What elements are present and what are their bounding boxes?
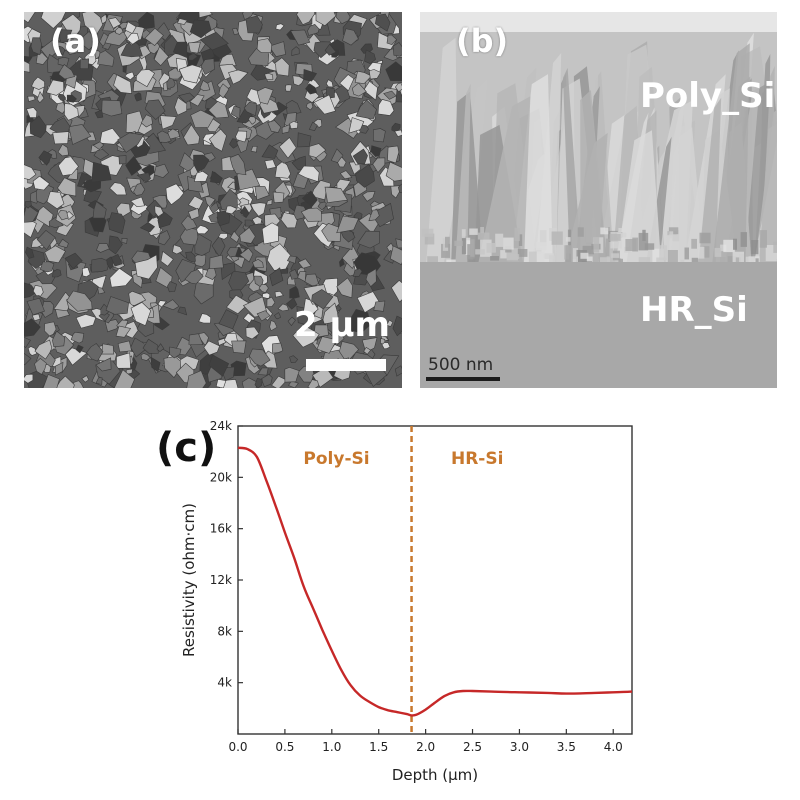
x-tick-label: 0.5: [275, 740, 294, 754]
resistivity-chart: 0.0 0.5 1.0 1.5 2.0 2.5 3.0 3.5 4.0 4k 8k 12k 16k 20k…: [0, 400, 800, 800]
tem-cross-section-image: (b) Poly_Si HR_Si 500 nm: [420, 12, 777, 388]
x-tick-label: 2.0: [416, 740, 435, 754]
x-tick-label: 0.0: [228, 740, 247, 754]
y-tick-label: 24k: [210, 419, 232, 433]
x-tick-label: 1.0: [322, 740, 341, 754]
scale-bar-a: [306, 359, 386, 371]
y-tick-label: 8k: [217, 624, 232, 638]
scale-bar-label-a: 2 μm: [294, 305, 390, 345]
y-tick-label: 16k: [210, 522, 232, 536]
layer-label-hr-si: HR_Si: [640, 290, 748, 330]
y-axis-label: Resistivity (ohm·cm): [180, 503, 198, 657]
sem-top-view-image: (a) 2 μm: [24, 12, 402, 388]
y-tick-label: 20k: [210, 470, 232, 484]
scale-bar-b: [426, 377, 500, 381]
resistivity-chart-svg: 0.0 0.5 1.0 1.5 2.0 2.5 3.0 3.5 4.0 4k 8k 12k 16k 20k…: [180, 419, 633, 784]
panel-c-label: (c): [156, 425, 217, 471]
hr-si-substrate: [420, 262, 777, 388]
tem-columnar-grains: [421, 32, 777, 279]
sem-grain-texture: [24, 12, 402, 388]
x-tick-label: 3.5: [557, 740, 576, 754]
y-tick-label: 4k: [217, 676, 232, 690]
panel-b-label: (b): [456, 22, 509, 60]
plot-frame: [237, 425, 633, 735]
region-label-poly-si: Poly-Si: [303, 449, 369, 469]
x-tick-label: 3.0: [510, 740, 529, 754]
tem-texture: [420, 12, 777, 388]
layer-label-poly-si: Poly_Si: [640, 76, 776, 116]
panel-a-label: (a): [50, 22, 101, 60]
resistivity-curve: [237, 446, 633, 717]
x-tick-label: 2.5: [463, 740, 482, 754]
scale-bar-label-b: 500 nm: [428, 355, 494, 375]
y-tick-label: 12k: [210, 573, 232, 587]
x-tick-label: 1.5: [369, 740, 388, 754]
x-tick-label: 4.0: [604, 740, 623, 754]
region-label-hr-si: HR-Si: [451, 449, 503, 469]
x-axis-label: Depth (μm): [392, 766, 478, 784]
